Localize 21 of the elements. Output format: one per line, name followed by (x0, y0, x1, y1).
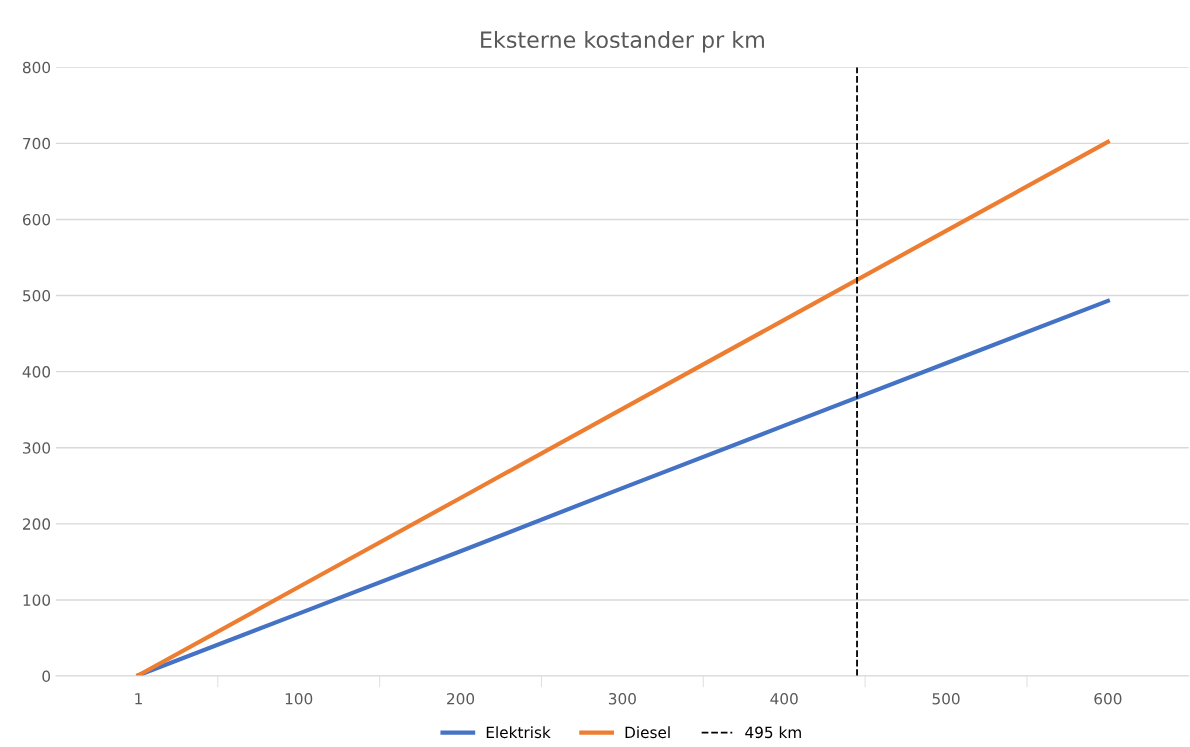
y-tick-label: 700 (23, 137, 51, 150)
y-tick-label: 300 (23, 442, 51, 454)
x-tick-label: 1 (135, 693, 142, 705)
legend-label: 495 km (745, 726, 801, 739)
x-tick-label: 400 (770, 692, 798, 705)
y-tick-label: 200 (23, 518, 51, 530)
line-series (136, 139, 1110, 677)
y-tick-label: 800 (22, 61, 51, 74)
y-tick-label: 500 (23, 290, 51, 302)
chart-title: Eksterne kostander pr km (481, 30, 764, 53)
legend-label: Elektrisk (486, 726, 551, 739)
x-tick-label: 600 (1094, 692, 1122, 705)
x-tick-label: 500 (932, 692, 960, 705)
x-tick-label: 200 (447, 692, 475, 705)
y-tick-label: 100 (23, 594, 51, 606)
y-tick-label: 0 (42, 670, 51, 683)
y-tick-label: 400 (22, 366, 51, 378)
x-tick-label: 100 (285, 692, 313, 705)
x-tick-label: 300 (608, 692, 636, 705)
y-tick-label: 600 (22, 213, 51, 226)
legend-label: Diesel (625, 726, 670, 739)
